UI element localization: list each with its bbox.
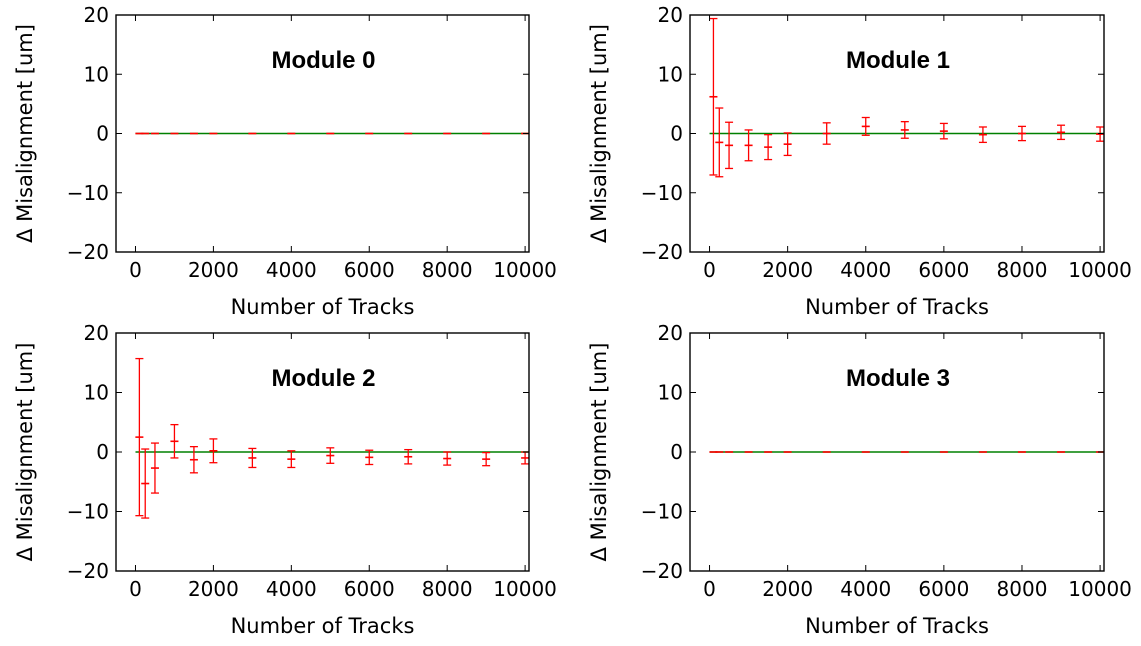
x-tick-label: 6000 — [918, 258, 969, 282]
x-tick-label: 0 — [703, 577, 716, 601]
data-point — [189, 445, 198, 474]
x-axis-label: Number of Tracks — [231, 614, 415, 638]
y-axis-label: Δ Misalignment [um] — [13, 343, 37, 562]
data-point — [822, 122, 831, 145]
panel-module-1: 0 2000 4000 6000 8000 10000 −20 −10 0 10 20 Number … — [587, 3, 1132, 319]
x-tick-label: 4000 — [840, 258, 891, 282]
x-tick-label: 10000 — [1068, 258, 1132, 282]
data-point — [404, 448, 413, 465]
y-tick-label: −10 — [67, 181, 109, 205]
panel-module-0: 0 2000 4000 6000 8000 10000 −20 −10 0 10 20 Number … — [13, 3, 557, 319]
data-point — [248, 447, 257, 469]
data-point — [725, 121, 734, 170]
x-tick-label: 2000 — [762, 258, 813, 282]
y-tick-label: 10 — [658, 62, 683, 86]
data-point — [1017, 125, 1026, 142]
x-tick-label: 8000 — [997, 577, 1048, 601]
x-tick-label: 6000 — [918, 577, 969, 601]
panel-title: Module 2 — [271, 365, 375, 392]
data-point — [170, 423, 179, 459]
x-tick-label: 10000 — [1068, 577, 1132, 601]
x-tick-label: 4000 — [266, 258, 317, 282]
y-tick-label: −20 — [641, 240, 683, 264]
x-axis-label: Number of Tracks — [231, 295, 415, 319]
data-point — [978, 126, 987, 144]
data-point — [715, 107, 724, 178]
y-tick-label: 20 — [84, 3, 109, 27]
x-tick-label: 0 — [129, 258, 142, 282]
x-tick-label: 2000 — [188, 258, 239, 282]
y-axis-label: Δ Misalignment [um] — [587, 343, 611, 562]
x-tick-label: 10000 — [493, 258, 557, 282]
x-tick-label: 0 — [703, 258, 716, 282]
y-axis-label: Δ Misalignment [um] — [587, 24, 611, 243]
data-point — [287, 450, 296, 469]
panel-title: Module 1 — [846, 47, 950, 74]
data-point — [135, 357, 144, 517]
data-point — [783, 132, 792, 157]
y-tick-label: 20 — [658, 3, 683, 27]
data-point — [443, 451, 452, 466]
y-tick-label: 20 — [658, 321, 683, 345]
x-tick-label: 0 — [129, 577, 142, 601]
data-point — [764, 134, 773, 161]
y-tick-label: −20 — [67, 559, 109, 583]
data-point — [939, 122, 948, 140]
data-point — [1096, 126, 1105, 142]
data-point — [900, 121, 909, 139]
data-point — [482, 451, 491, 467]
x-tick-label: 6000 — [344, 577, 395, 601]
data-point — [1057, 124, 1066, 141]
y-tick-label: 10 — [84, 381, 109, 405]
y-tick-label: 0 — [96, 122, 109, 146]
y-tick-label: 0 — [670, 440, 683, 464]
x-tick-label: 4000 — [840, 577, 891, 601]
data-point — [709, 17, 718, 176]
data-point — [365, 449, 374, 466]
y-tick-label: −10 — [67, 500, 109, 524]
y-tick-label: 20 — [84, 321, 109, 345]
x-tick-label: 10000 — [493, 577, 557, 601]
y-tick-label: −20 — [641, 559, 683, 583]
x-tick-label: 6000 — [344, 258, 395, 282]
data-point — [150, 442, 159, 494]
x-tick-label: 4000 — [266, 577, 317, 601]
x-tick-label: 8000 — [422, 258, 473, 282]
data-point — [141, 448, 150, 519]
data-point — [744, 129, 753, 162]
y-tick-label: 0 — [670, 122, 683, 146]
y-tick-label: −10 — [641, 500, 683, 524]
x-tick-label: 2000 — [188, 577, 239, 601]
x-tick-label: 8000 — [422, 577, 473, 601]
panel-title: Module 0 — [271, 47, 375, 74]
data-point — [209, 438, 218, 464]
x-axis-label: Number of Tracks — [805, 614, 989, 638]
x-axis-label: Number of Tracks — [805, 295, 989, 319]
x-tick-label: 2000 — [762, 577, 813, 601]
panel-module-2: 0 2000 4000 6000 8000 10000 −20 −10 0 10 20 Number … — [13, 321, 557, 638]
y-tick-label: −20 — [67, 240, 109, 264]
y-tick-label: 0 — [96, 440, 109, 464]
data-point — [326, 447, 335, 464]
data-point — [861, 116, 870, 136]
panel-module-3: 0 2000 4000 6000 8000 10000 −20 −10 0 10 20 Number … — [587, 321, 1132, 638]
y-tick-label: 10 — [84, 62, 109, 86]
panel-title: Module 3 — [846, 365, 950, 392]
x-tick-label: 8000 — [997, 258, 1048, 282]
y-tick-label: −10 — [641, 181, 683, 205]
data-point — [521, 451, 530, 465]
y-axis-label: Δ Misalignment [um] — [13, 24, 37, 243]
y-tick-label: 10 — [658, 381, 683, 405]
